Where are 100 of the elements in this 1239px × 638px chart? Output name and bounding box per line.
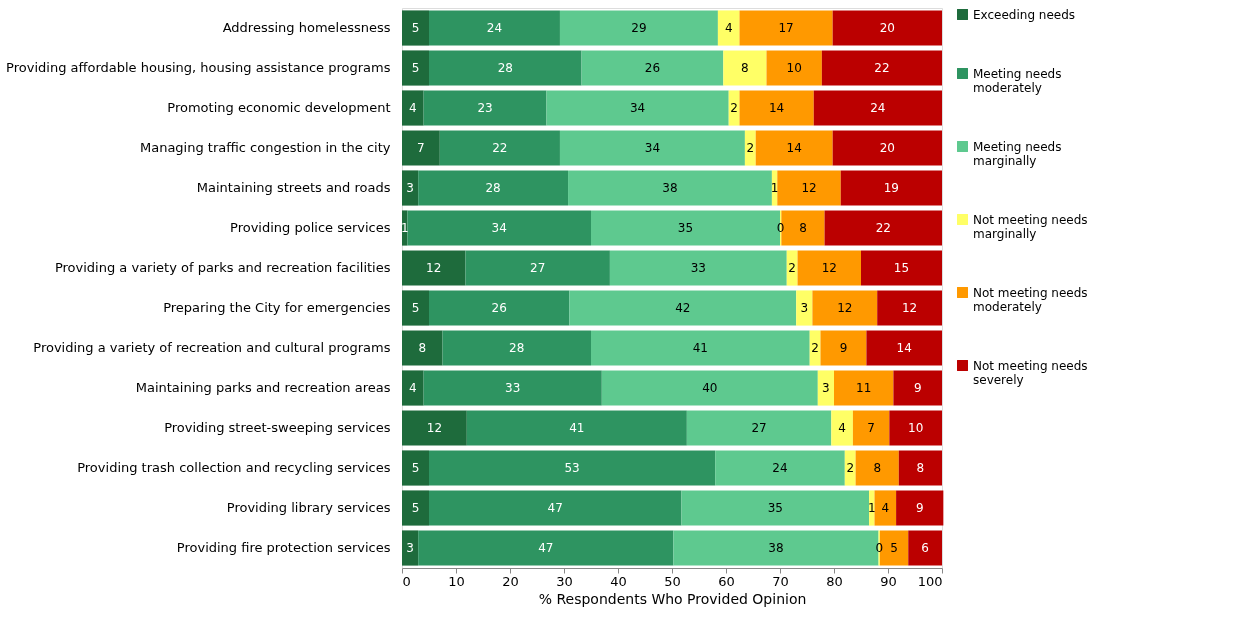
data-label: 28: [497, 61, 513, 75]
bar: [896, 490, 944, 526]
data-label: 17: [778, 21, 794, 35]
bar: [739, 10, 833, 46]
y-tick-label: Providing trash collection and recycling services: [77, 460, 391, 475]
data-label: 12: [837, 301, 853, 315]
data-label: 8: [418, 341, 427, 355]
data-label: 5: [411, 301, 420, 315]
x-tick-label: 50: [664, 573, 681, 589]
bar: [546, 90, 729, 126]
data-label: 35: [677, 221, 694, 235]
data-label: 34: [629, 101, 646, 115]
data-label: 12: [426, 261, 442, 275]
x-tick-label: 90: [880, 573, 897, 589]
data-label: 35: [767, 501, 783, 515]
bar: [686, 410, 832, 446]
bar: [812, 290, 878, 326]
y-tick-label: Promoting economic development: [167, 100, 391, 115]
bar: [466, 410, 687, 446]
bar: [832, 130, 942, 166]
bar: [796, 290, 813, 326]
bar: [681, 490, 870, 526]
data-label: 8: [916, 461, 925, 475]
data-label: 24: [486, 21, 503, 35]
data-label: 3: [406, 541, 414, 555]
data-label: 20: [879, 21, 895, 35]
data-label: 4: [408, 381, 417, 395]
bar: [429, 490, 682, 526]
bar: [402, 530, 419, 566]
y-tick-label: Addressing homelessness: [222, 20, 391, 35]
y-tick-label: Maintaining parks and recreation areas: [135, 380, 391, 395]
bar: [797, 250, 861, 286]
bar: [609, 250, 787, 286]
bar: [728, 90, 740, 126]
y-tick-label: Providing library services: [226, 500, 391, 515]
data-label: 33: [505, 381, 521, 395]
data-label: 9: [839, 341, 848, 355]
bar: [834, 370, 894, 406]
bar: [402, 490, 429, 526]
bar: [568, 170, 772, 206]
bar: [715, 450, 845, 486]
data-label: 40: [702, 381, 718, 395]
data-label: 4: [724, 21, 733, 35]
bar: [821, 50, 942, 86]
data-label: 2: [746, 141, 755, 155]
legend-label: Exceeding needs: [973, 7, 1076, 22]
x-tick-label: 40: [610, 573, 627, 589]
bar: [809, 330, 821, 366]
y-tick-label: Providing fire protection services: [176, 540, 391, 555]
bar: [869, 490, 875, 526]
data-label: 9: [915, 501, 924, 515]
bar: [418, 530, 674, 566]
bar: [777, 170, 841, 206]
data-label: 12: [426, 421, 443, 435]
data-label: 10: [908, 421, 924, 435]
data-label: 1: [400, 221, 409, 235]
bar: [569, 290, 797, 326]
data-label: 14: [896, 341, 912, 355]
data-label: 47: [547, 501, 563, 515]
data-label: 12: [821, 261, 837, 275]
x-tick-label: 30: [556, 573, 573, 589]
data-label: 38: [768, 541, 784, 555]
y-tick-label: Providing street-sweeping services: [164, 420, 391, 435]
bar: [817, 370, 834, 406]
y-tick-label: Providing a variety of parks and recreation facilities: [54, 260, 391, 275]
bar: [889, 410, 942, 446]
bar: [893, 370, 942, 406]
data-label: 26: [644, 61, 661, 75]
data-label: 4: [838, 421, 846, 435]
bar: [844, 450, 856, 486]
x-tick-label: 100: [917, 573, 943, 589]
bar: [402, 130, 440, 166]
bar: [739, 90, 814, 126]
bar: [766, 50, 822, 86]
bar: [874, 490, 897, 526]
y-tick-label: Preparing the City for emergencies: [163, 300, 391, 315]
data-label: 3: [822, 381, 830, 395]
bar: [402, 90, 424, 126]
bar: [559, 130, 745, 166]
data-label: 28: [509, 341, 525, 355]
bar: [855, 450, 899, 486]
bar: [723, 50, 767, 86]
bar: [402, 370, 424, 406]
bar: [402, 50, 429, 86]
bar: [559, 10, 718, 46]
data-label: 5: [411, 501, 420, 515]
bar: [852, 410, 890, 446]
legend-label: Meeting needs moderately: [973, 66, 1062, 95]
bar: [442, 330, 591, 366]
data-label: 20: [879, 141, 895, 155]
bar: [423, 90, 547, 126]
x-tick-label: 10: [448, 573, 465, 589]
data-label: 42: [675, 301, 691, 315]
legend-label: Meeting needs marginally: [973, 139, 1062, 168]
bar: [824, 210, 942, 246]
bar: [744, 130, 756, 166]
data-label: 41: [569, 421, 585, 435]
bar: [877, 290, 942, 326]
data-label: 2: [788, 261, 796, 275]
bar: [813, 90, 942, 126]
